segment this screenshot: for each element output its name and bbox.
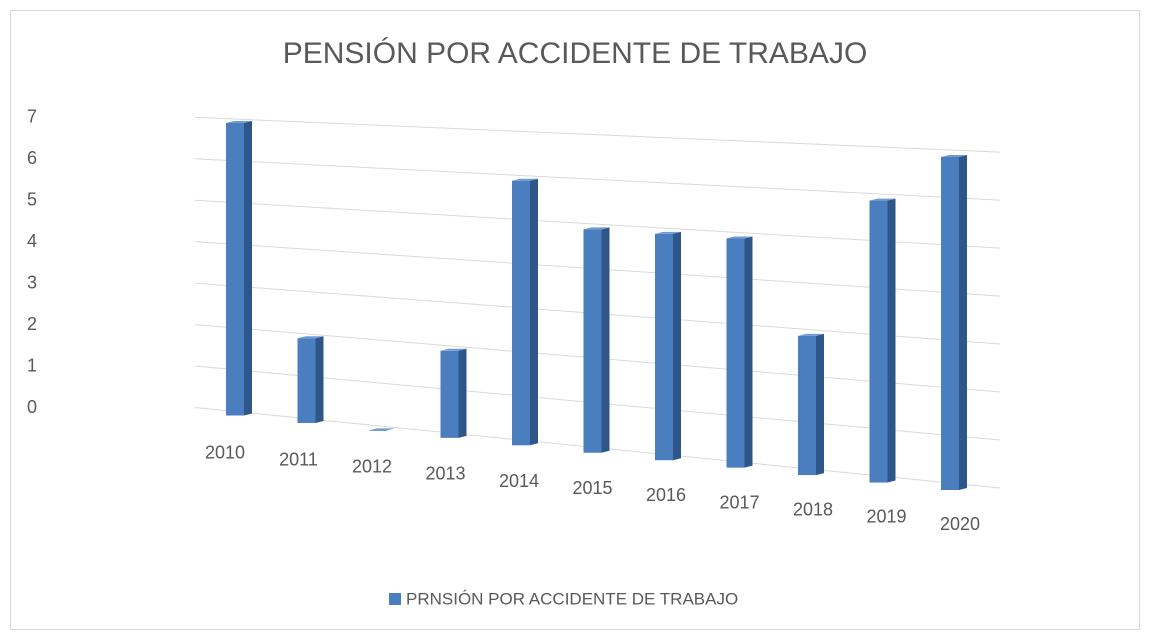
y-tick-label: 0 xyxy=(27,397,37,417)
bar-side xyxy=(673,231,681,461)
bar-side xyxy=(744,236,753,468)
chart-border xyxy=(10,10,1140,630)
bar-side xyxy=(244,121,252,416)
y-tick-label: 7 xyxy=(27,106,37,126)
bar-side xyxy=(959,154,967,490)
bar xyxy=(583,229,602,453)
x-tick-label: 2011 xyxy=(279,449,318,469)
bar xyxy=(655,233,673,461)
x-tick-label: 2010 xyxy=(205,442,245,462)
bar xyxy=(512,180,530,446)
chart-title: PENSIÓN POR ACCIDENTE DE TRABAJO xyxy=(283,37,868,70)
bar-top xyxy=(369,428,395,431)
x-tick-label: 2018 xyxy=(793,499,833,519)
x-tick-label: 2020 xyxy=(940,514,980,534)
bar-top xyxy=(655,231,681,234)
bar xyxy=(798,335,816,476)
grid-line xyxy=(194,116,1001,153)
y-tick-label: 2 xyxy=(27,314,37,334)
x-tick-label: 2017 xyxy=(719,492,759,512)
bar-top xyxy=(440,348,467,351)
bar xyxy=(440,350,459,438)
bar-side xyxy=(458,348,467,438)
bar-top xyxy=(869,198,896,201)
y-tick-label: 4 xyxy=(27,231,37,251)
y-tick-label: 6 xyxy=(27,148,37,168)
legend-label: PRNSIÓN POR ACCIDENTE DE TRABAJO xyxy=(406,589,738,608)
bar-top xyxy=(941,154,967,157)
bar-top xyxy=(512,178,538,181)
y-tick-label: 1 xyxy=(27,355,37,375)
legend-swatch xyxy=(389,593,401,605)
x-tick-label: 2013 xyxy=(425,464,465,484)
bar-side xyxy=(601,227,610,453)
bar-side xyxy=(816,333,824,476)
bar-side xyxy=(530,178,538,446)
bar-top xyxy=(798,333,824,336)
x-tick-label: 2019 xyxy=(866,507,906,527)
bar-side xyxy=(315,336,324,423)
x-tick-label: 2012 xyxy=(352,457,392,477)
bar-side xyxy=(887,198,896,483)
bar-top xyxy=(583,227,610,230)
bar xyxy=(297,338,316,423)
bar xyxy=(869,200,888,483)
bar xyxy=(226,123,244,416)
grid-line xyxy=(194,199,1001,249)
bar-top xyxy=(226,121,252,124)
x-tick-label: 2015 xyxy=(572,478,612,498)
x-tick-label: 2016 xyxy=(646,485,686,505)
bar xyxy=(369,430,387,431)
bar xyxy=(726,238,745,468)
y-tick-label: 5 xyxy=(27,189,37,209)
x-tick-label: 2014 xyxy=(499,471,539,491)
grid-line xyxy=(194,158,1001,201)
y-tick-label: 3 xyxy=(27,272,37,292)
bar-top xyxy=(297,336,324,339)
bar xyxy=(941,156,959,490)
bar-top xyxy=(726,236,753,239)
